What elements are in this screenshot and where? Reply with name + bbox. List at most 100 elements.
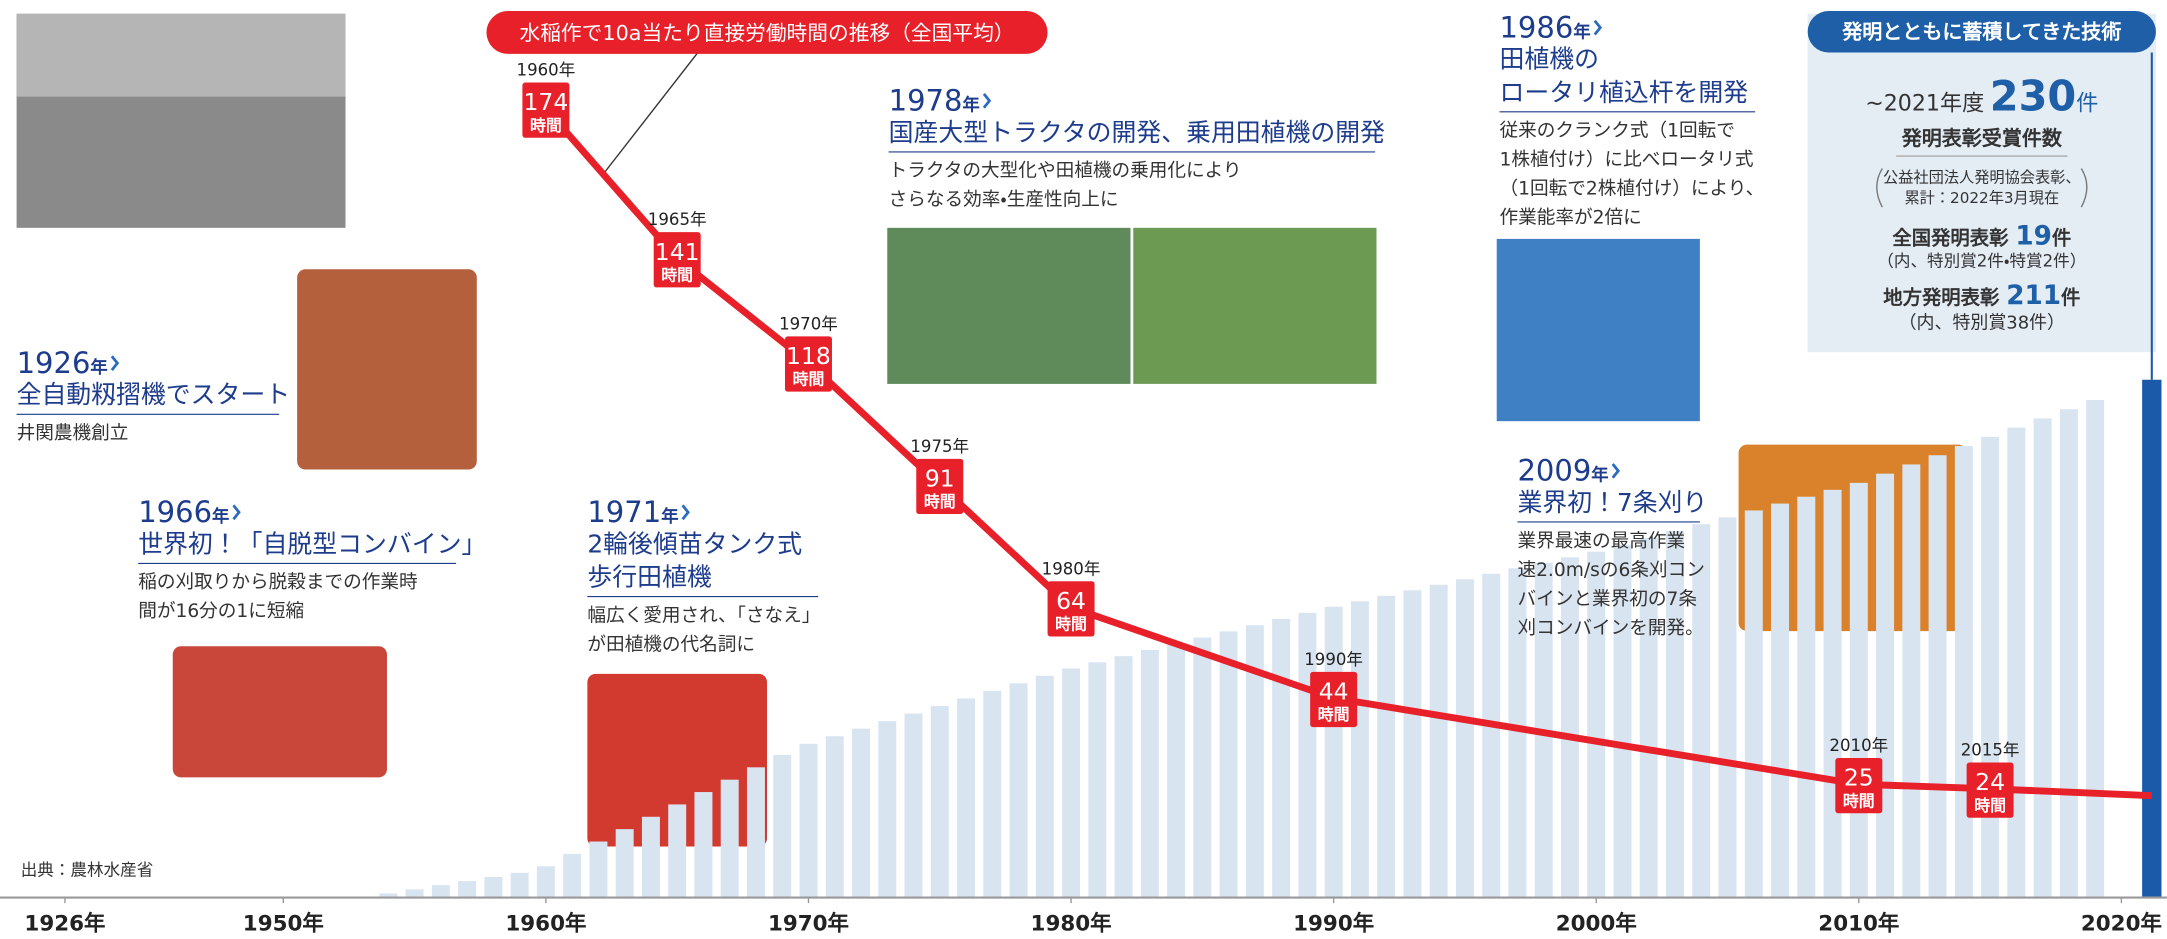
panel-local-note: （内、特別賞38件） (1899, 313, 2065, 334)
event-year-number: 1926 (17, 346, 91, 380)
background-bar (484, 876, 503, 898)
background-bar (1981, 436, 2000, 898)
background-bar (1718, 517, 1737, 898)
background-bar (930, 706, 949, 898)
background-bar (510, 872, 529, 898)
background-bar (1692, 524, 1711, 898)
panel-unit: 件 (2052, 226, 2071, 249)
point-year: 1975年 (910, 437, 969, 456)
point-unit: 時間 (924, 492, 956, 511)
background-bar (1771, 503, 1790, 898)
event-year-suffix: 年 (90, 357, 107, 378)
event-year: 2009年 (1517, 454, 1608, 488)
point-value: 174 (523, 88, 568, 116)
background-bar (1482, 573, 1501, 898)
point-value: 24 (1975, 768, 2005, 796)
x-tick-label: 2010年 (1818, 911, 1899, 937)
background-bar (1613, 544, 1632, 898)
background-bar (458, 881, 477, 898)
background-bar (563, 853, 582, 898)
background-bar (878, 721, 897, 898)
background-bar (2033, 418, 2052, 898)
source: 出典：農林水産省 (21, 860, 154, 879)
panel-unit: 件 (2076, 90, 2098, 116)
panel-header-bg (1807, 11, 2156, 53)
event-year-suffix: 年 (1591, 465, 1608, 486)
panel-total: ~2021年度 230件 (1865, 72, 2098, 120)
panel-national-note: （内、特別賞2件・特賞2件） (1877, 252, 2086, 271)
background-bar (1560, 557, 1579, 898)
event-year-number: 1966 (138, 495, 212, 529)
total-bar (2142, 379, 2162, 898)
point-box (1310, 671, 1358, 728)
event-year-number: 1986 (1499, 10, 1573, 44)
event-year: 1986年 (1499, 10, 1590, 44)
background-bar (2059, 409, 2078, 898)
point-year: 1965年 (648, 210, 707, 229)
x-tick-label: 1970年 (768, 911, 849, 937)
background-bar (1954, 446, 1973, 898)
event-year-suffix: 年 (962, 94, 979, 115)
background-bar (1193, 637, 1212, 898)
point-value: 141 (655, 238, 700, 266)
event-chevron (232, 504, 241, 521)
event-year-suffix: 年 (1573, 21, 1590, 42)
title-pill (486, 11, 1048, 54)
background-bar (957, 698, 976, 898)
background-bar (1849, 482, 1868, 898)
background-bar (1219, 631, 1238, 898)
point-box (1047, 581, 1095, 637)
background-bar (1508, 568, 1527, 898)
event-title: 田植機の (1499, 45, 1598, 74)
background-bar (1088, 662, 1107, 898)
background-bar (1587, 551, 1606, 898)
background-bar (589, 841, 608, 898)
background-bar (1035, 675, 1054, 898)
photo-riding-transplanter (1133, 227, 1377, 384)
event-chevron (110, 355, 120, 371)
background-bar (1797, 496, 1816, 898)
panel-national-label: 全国発明表彰 (1892, 226, 2009, 249)
background-bar (2007, 427, 2026, 898)
panel-period: ~2021年度 (1865, 90, 1984, 116)
background-bar (641, 816, 660, 898)
point-box (1835, 758, 1883, 814)
x-tick-label: 1980年 (1031, 911, 1112, 937)
event-text: 刈コンバインを開発。 (1517, 618, 1703, 639)
point-value: 64 (1056, 587, 1086, 615)
event-year-suffix: 年 (212, 506, 229, 527)
background-bar (615, 829, 634, 898)
event-year: 1926年 (17, 346, 108, 380)
panel-national: 全国発明表彰 19件 (1892, 221, 2071, 251)
background-bar (1350, 601, 1369, 898)
x-tick-label: 2020年 (2081, 911, 2162, 937)
background-bar (405, 889, 424, 898)
background-bar (1009, 683, 1028, 898)
point-year: 1980年 (1042, 559, 1101, 578)
event-text: が田植機の代名詞に (587, 633, 755, 655)
point-value: 118 (786, 342, 831, 370)
photo-combine (172, 646, 387, 778)
panel-unit: 件 (2061, 286, 2080, 309)
background-bar (1114, 656, 1133, 898)
panel-total-label: 発明表彰受賞件数 (1901, 126, 2063, 150)
background-bar (904, 713, 923, 898)
panel-local-label: 地方発明表彰 (1883, 286, 2000, 309)
background-bar (773, 754, 792, 898)
chart-title: 水稲作で10a当たり直接労働時間の推移（全国平均） (519, 21, 1014, 45)
background-bar (694, 792, 713, 898)
photo-huller (297, 269, 477, 470)
background-bar (746, 767, 765, 898)
event-year: 1978年 (889, 83, 980, 117)
event-title: 全自動籾摺機でスタート (17, 380, 291, 409)
chart-layer: 1926年 1950年 1960年 1970年 1980年 1990年 2000年 2010年… (16, 10, 2162, 937)
background-bar (852, 728, 870, 898)
background-bar (1455, 579, 1474, 898)
event-text: 作業能率が2倍に (1499, 208, 1641, 229)
point-unit: 時間 (793, 370, 825, 389)
event-text: 間が16分の1に短縮 (138, 601, 304, 622)
point-value: 91 (925, 464, 955, 492)
panel-brackets (1876, 168, 2088, 208)
panel-header: 発明とともに蓄積してきた技術 (1841, 20, 2121, 44)
